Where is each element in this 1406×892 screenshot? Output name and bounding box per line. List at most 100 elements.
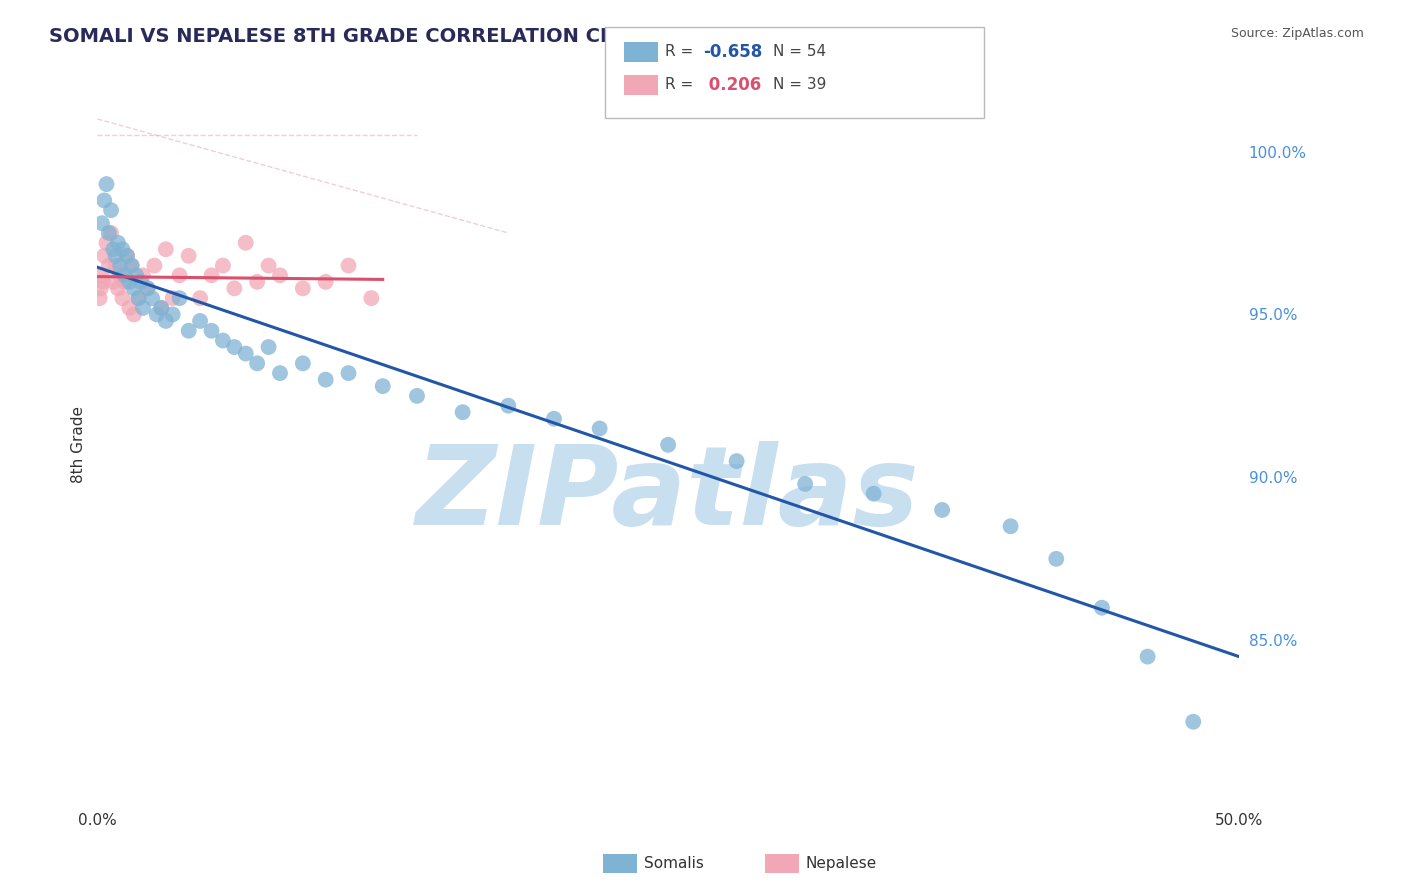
Point — [114, 268, 136, 283]
Point — [498, 399, 520, 413]
Point — [657, 438, 679, 452]
Point — [588, 421, 610, 435]
Point — [212, 334, 235, 348]
Point — [111, 291, 134, 305]
Point — [794, 476, 817, 491]
Point — [103, 242, 125, 256]
Point — [121, 259, 143, 273]
Point — [107, 281, 129, 295]
Point — [246, 356, 269, 370]
Point — [291, 356, 314, 370]
Point — [212, 259, 235, 273]
Point — [132, 301, 155, 315]
Point — [1136, 649, 1159, 664]
Point — [200, 324, 222, 338]
Point — [224, 281, 246, 295]
Point — [315, 373, 337, 387]
Point — [200, 268, 222, 283]
Point — [136, 281, 159, 295]
Point — [125, 268, 148, 283]
Point — [107, 235, 129, 250]
Point — [100, 203, 122, 218]
Text: SOMALI VS NEPALESE 8TH GRADE CORRELATION CHART: SOMALI VS NEPALESE 8TH GRADE CORRELATION… — [49, 27, 659, 45]
Point — [145, 308, 167, 322]
Point — [269, 268, 291, 283]
Point — [1045, 551, 1067, 566]
Point — [114, 275, 136, 289]
Point — [122, 308, 145, 322]
Point — [162, 308, 184, 322]
Point — [257, 340, 280, 354]
Point — [136, 281, 159, 295]
Point — [104, 249, 127, 263]
Point — [337, 259, 360, 273]
Point — [103, 275, 125, 289]
Point — [100, 226, 122, 240]
Point — [257, 259, 280, 273]
Point — [177, 324, 200, 338]
Point — [162, 291, 184, 305]
Point — [169, 291, 191, 305]
Point — [141, 291, 163, 305]
Point — [91, 275, 114, 289]
Point — [96, 235, 118, 250]
Point — [93, 194, 115, 208]
Point — [1182, 714, 1205, 729]
Point — [360, 291, 382, 305]
Point — [115, 249, 138, 263]
Point — [97, 226, 120, 240]
Point — [90, 281, 112, 295]
Point — [96, 177, 118, 191]
Text: Source: ZipAtlas.com: Source: ZipAtlas.com — [1230, 27, 1364, 40]
Point — [862, 486, 884, 500]
Point — [118, 301, 141, 315]
Text: ZIPatlas: ZIPatlas — [416, 442, 920, 549]
Point — [291, 281, 314, 295]
Point — [177, 249, 200, 263]
Text: R =: R = — [665, 78, 693, 92]
Point — [188, 291, 211, 305]
Point — [150, 301, 173, 315]
Text: 0.206: 0.206 — [703, 76, 761, 94]
Point — [931, 503, 953, 517]
Point — [224, 340, 246, 354]
Point — [93, 249, 115, 263]
Point — [89, 291, 111, 305]
Point — [108, 268, 131, 283]
Point — [725, 454, 748, 468]
Point — [115, 249, 138, 263]
Point — [155, 314, 177, 328]
Y-axis label: 8th Grade: 8th Grade — [72, 406, 86, 483]
Point — [315, 275, 337, 289]
Point — [122, 281, 145, 295]
Point — [118, 275, 141, 289]
Point — [108, 259, 131, 273]
Text: R =: R = — [665, 45, 693, 59]
Point — [143, 259, 166, 273]
Point — [129, 275, 152, 289]
Point — [150, 301, 173, 315]
Point — [90, 216, 112, 230]
Point — [132, 268, 155, 283]
Text: -0.658: -0.658 — [703, 43, 762, 61]
Text: Nepalese: Nepalese — [806, 856, 877, 871]
Text: N = 54: N = 54 — [773, 45, 827, 59]
Point — [169, 268, 191, 283]
Point — [235, 346, 257, 360]
Point — [111, 242, 134, 256]
Point — [90, 268, 112, 283]
Text: N = 39: N = 39 — [773, 78, 827, 92]
Point — [406, 389, 429, 403]
Point — [543, 411, 565, 425]
Point — [235, 235, 257, 250]
Point — [371, 379, 394, 393]
Point — [121, 259, 143, 273]
Point — [246, 275, 269, 289]
Point — [127, 291, 149, 305]
Point — [97, 259, 120, 273]
Point — [1091, 600, 1114, 615]
Text: Somalis: Somalis — [644, 856, 704, 871]
Point — [104, 259, 127, 273]
Point — [188, 314, 211, 328]
Point — [269, 366, 291, 380]
